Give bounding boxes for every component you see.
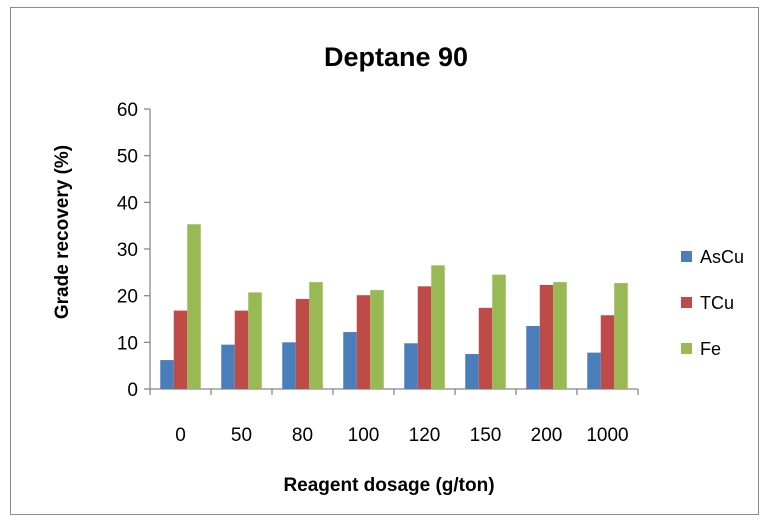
x-tick-label: 1000 [586,425,628,446]
bar-ascu-0 [160,360,174,389]
bar-ascu-50 [221,344,235,389]
bar-tcu-200 [539,284,554,389]
chart-area [10,7,759,515]
bar-tcu-1000 [600,315,615,389]
bar-fe-1000 [614,283,628,389]
x-tick-label: 80 [292,425,313,446]
y-tick-label: 20 [117,287,138,308]
bar-ascu-1000 [587,352,601,389]
bar-tcu-100 [356,295,371,389]
bar-fe-150 [492,274,506,389]
x-tick-label: 0 [175,425,186,446]
y-tick-label: 30 [117,240,138,261]
bar-ascu-200 [526,326,540,389]
legend-label-tcu: TCu [700,293,734,313]
bar-fe-0 [187,224,201,389]
x-tick-label: 200 [531,425,563,446]
bar-tcu-0 [173,310,188,389]
x-tick-label: 100 [348,425,380,446]
bar-ascu-120 [404,343,418,389]
chart-title: Deptane 90 [324,42,468,72]
bar-tcu-120 [417,286,432,389]
bar-ascu-100 [343,332,357,389]
legend-label-ascu: AsCu [700,247,744,267]
legend-swatch-ascu [681,251,692,262]
bar-ascu-80 [282,342,296,389]
bar-tcu-50 [234,310,249,389]
x-tick-label: 150 [470,425,502,446]
legend-swatch-tcu [681,297,692,308]
plot-area: 0 10 20 30 40 50 60 0 50 80 100 120 150 200 1000 [117,100,639,446]
x-tick-label: 50 [231,425,252,446]
legend-label-fe: Fe [700,339,721,359]
y-tick-label: 0 [127,380,138,401]
legend: AsCu TCu Fe [681,247,744,359]
bar-fe-120 [431,265,445,389]
bar-tcu-80 [295,298,310,389]
bar-ascu-150 [465,354,479,389]
y-tick-label: 50 [117,147,138,168]
bar-fe-50 [248,292,262,389]
y-tick-label: 60 [117,100,138,121]
bar-tcu-150 [478,307,493,389]
x-tick-label: 120 [409,425,441,446]
y-axis-label: Grade recovery (%) [52,145,73,319]
y-tick-label: 10 [117,333,138,354]
bar-fe-200 [553,282,567,389]
x-axis-label: Reagent dosage (g/ton) [283,475,494,496]
bar-fe-100 [370,290,384,389]
legend-swatch-fe [681,343,692,354]
y-tick-label: 40 [117,193,138,214]
bar-fe-80 [309,282,323,389]
